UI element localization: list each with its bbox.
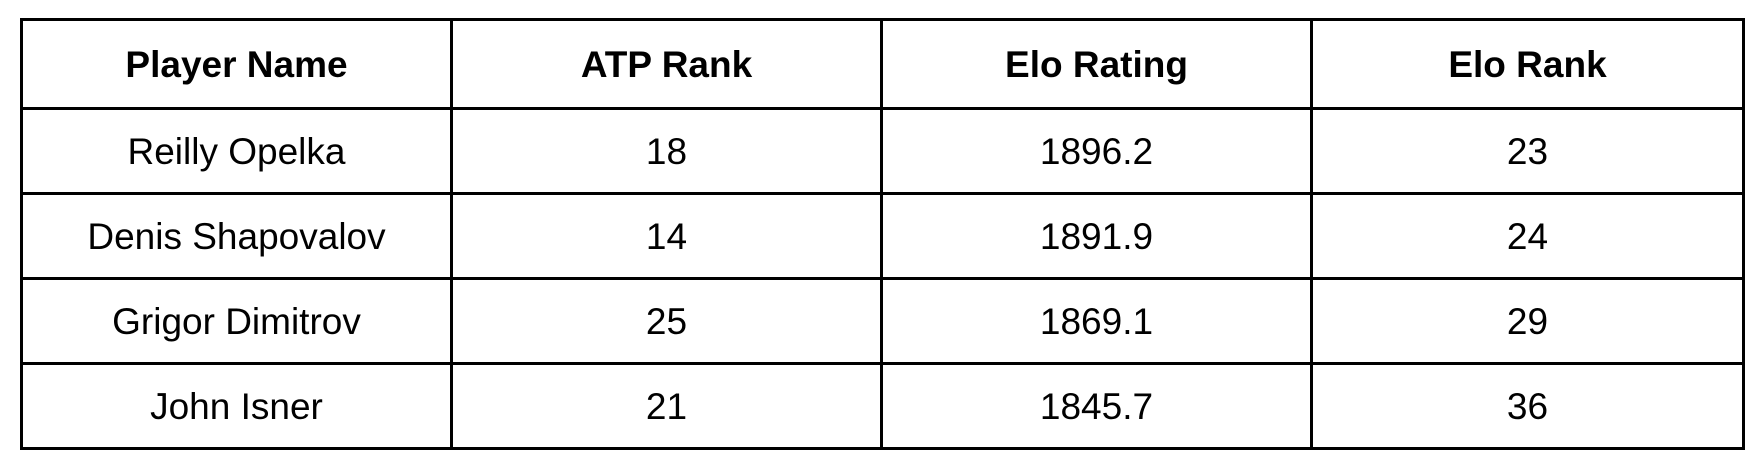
cell-elo-rank: 24 (1310, 192, 1745, 280)
table-body: Reilly Opelka 18 1896.2 23 Denis Shapova… (20, 107, 1745, 450)
table-row: Denis Shapovalov 14 1891.9 24 (20, 192, 1745, 280)
cell-player-name: Reilly Opelka (20, 107, 453, 195)
header-elo-rating: Elo Rating (880, 18, 1313, 110)
table-row: Grigor Dimitrov 25 1869.1 29 (20, 277, 1745, 365)
cell-player-name: John Isner (20, 362, 453, 450)
table-row: Reilly Opelka 18 1896.2 23 (20, 107, 1745, 195)
cell-elo-rating: 1845.7 (880, 362, 1313, 450)
player-ranking-table-container: Player Name ATP Rank Elo Rating Elo Rank… (20, 18, 1745, 450)
cell-atp-rank: 21 (450, 362, 883, 450)
cell-elo-rating: 1891.9 (880, 192, 1313, 280)
cell-atp-rank: 18 (450, 107, 883, 195)
header-player-name: Player Name (20, 18, 453, 110)
cell-player-name: Denis Shapovalov (20, 192, 453, 280)
cell-player-name: Grigor Dimitrov (20, 277, 453, 365)
header-elo-rank: Elo Rank (1310, 18, 1745, 110)
cell-atp-rank: 25 (450, 277, 883, 365)
cell-elo-rating: 1869.1 (880, 277, 1313, 365)
cell-elo-rank: 29 (1310, 277, 1745, 365)
player-ranking-table: Player Name ATP Rank Elo Rating Elo Rank… (20, 18, 1745, 450)
header-atp-rank: ATP Rank (450, 18, 883, 110)
cell-elo-rating: 1896.2 (880, 107, 1313, 195)
cell-atp-rank: 14 (450, 192, 883, 280)
cell-elo-rank: 36 (1310, 362, 1745, 450)
table-header: Player Name ATP Rank Elo Rating Elo Rank (20, 18, 1745, 110)
cell-elo-rank: 23 (1310, 107, 1745, 195)
table-row: John Isner 21 1845.7 36 (20, 362, 1745, 450)
header-row: Player Name ATP Rank Elo Rating Elo Rank (20, 18, 1745, 110)
